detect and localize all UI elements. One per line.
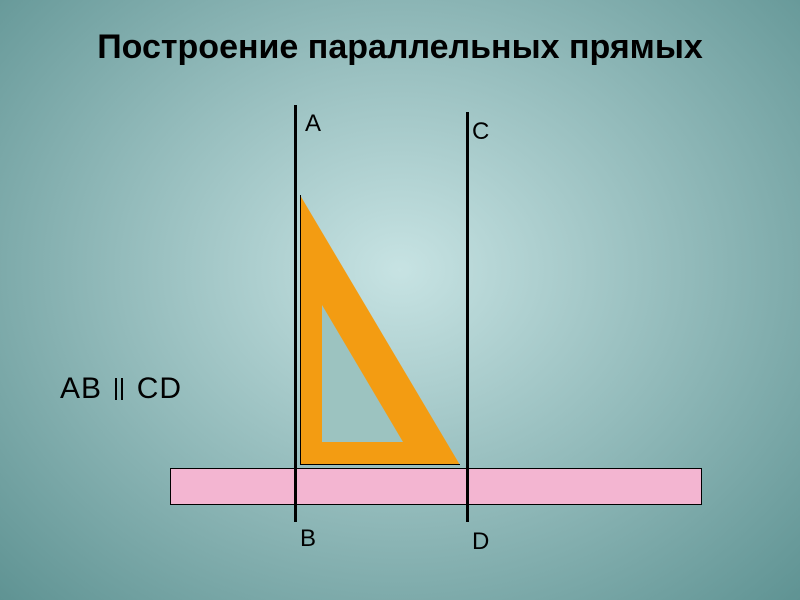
line-ab <box>294 105 297 522</box>
label-c: С <box>472 118 489 146</box>
label-b: В <box>300 525 316 553</box>
set-square-triangle <box>300 195 460 465</box>
ruler <box>170 468 702 505</box>
parallel-symbol-icon <box>111 376 127 402</box>
line-cd <box>466 112 469 522</box>
slide-title: Построение параллельных прямых <box>0 28 800 67</box>
triangle-edge-horizontal <box>300 464 460 465</box>
parallel-left: АВ <box>60 372 102 405</box>
slide-root: Построение параллельных прямых А В С D А… <box>0 0 800 600</box>
parallel-statement: АВ СD <box>60 372 182 406</box>
triangle-edge-vertical <box>300 195 301 465</box>
label-d: D <box>472 528 489 556</box>
label-a: А <box>305 110 321 138</box>
parallel-right: СD <box>137 372 182 405</box>
